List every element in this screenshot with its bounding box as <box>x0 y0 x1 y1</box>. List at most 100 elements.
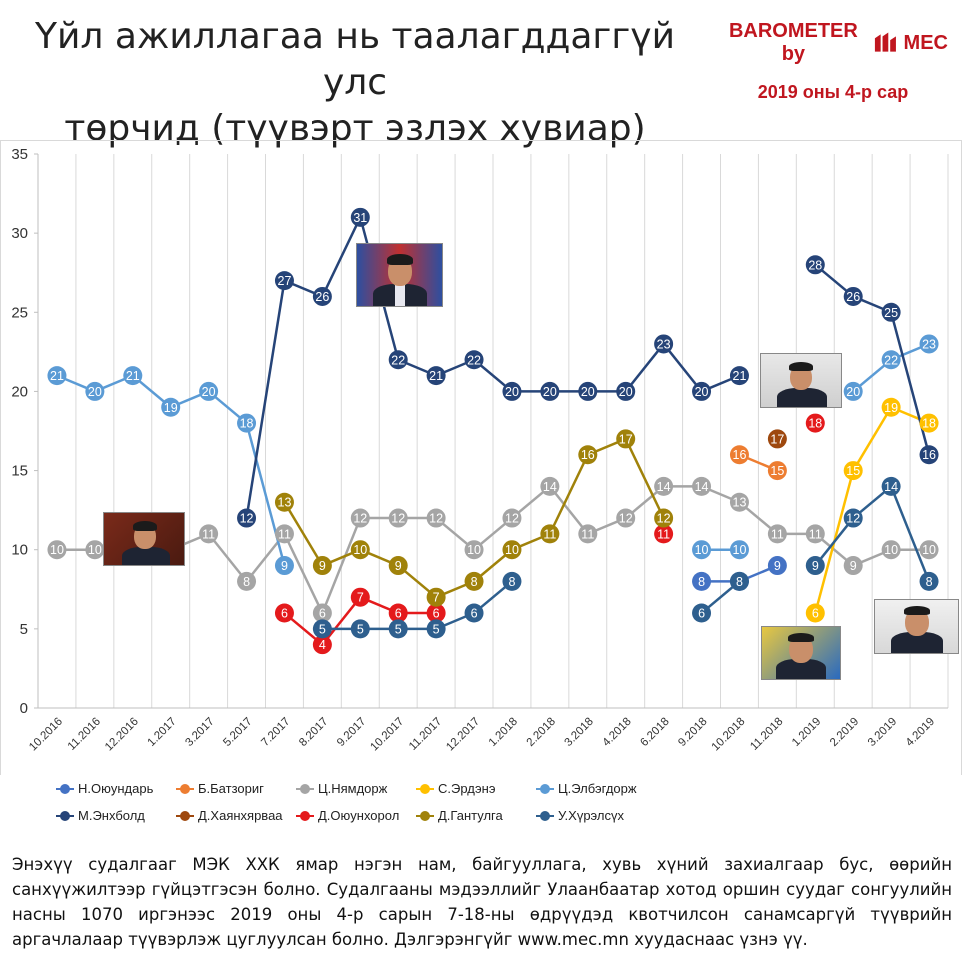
data-point-marker <box>502 508 522 528</box>
data-point: 14 <box>540 476 560 496</box>
data-point-marker <box>464 571 484 591</box>
data-point: 14 <box>654 476 674 496</box>
data-point: 11 <box>805 524 825 544</box>
data-point: 11 <box>274 524 294 544</box>
data-label: 6 <box>319 607 326 621</box>
data-point-marker <box>767 429 787 449</box>
data-point: 9 <box>805 556 825 576</box>
data-label: 12 <box>657 512 671 526</box>
data-point: 22 <box>464 350 484 370</box>
data-label: 9 <box>319 559 326 573</box>
data-point-marker <box>426 619 446 639</box>
data-point-marker <box>274 271 294 291</box>
data-label: 21 <box>126 369 140 383</box>
data-point: 6 <box>805 603 825 623</box>
series-line-segment <box>548 454 589 535</box>
data-point-marker <box>388 556 408 576</box>
data-label: 31 <box>353 211 367 225</box>
data-point: 6 <box>312 603 332 623</box>
data-label: 16 <box>922 448 936 462</box>
data-point: 20 <box>692 381 712 401</box>
data-point-marker <box>729 366 749 386</box>
data-point: 5 <box>426 619 446 639</box>
data-point-marker <box>919 413 939 433</box>
data-point: 19 <box>161 397 181 417</box>
data-label: 10 <box>733 543 747 557</box>
legend-label: Д.Хаянхярваа <box>198 808 283 823</box>
data-point-marker <box>805 524 825 544</box>
data-label: 8 <box>508 575 515 589</box>
series-line-segment <box>321 596 362 646</box>
data-label: 14 <box>695 480 709 494</box>
brand-block: BAROMETER by MEC 2019 оны 4-р сар <box>718 20 948 103</box>
data-point: 20 <box>85 381 105 401</box>
data-point: 12 <box>502 508 522 528</box>
brand-mark: MEC <box>903 31 948 54</box>
data-point-marker <box>616 508 636 528</box>
data-point-marker <box>388 619 408 639</box>
data-point: 21 <box>47 366 67 386</box>
data-point-marker <box>540 524 560 544</box>
data-point: 13 <box>274 492 294 512</box>
data-point-marker <box>767 524 787 544</box>
data-label: 8 <box>698 575 705 589</box>
data-label: 6 <box>433 607 440 621</box>
data-point-marker <box>274 556 294 576</box>
data-point: 12 <box>616 508 636 528</box>
data-point: 5 <box>312 619 332 639</box>
y-tick-label: 5 <box>20 621 28 638</box>
data-label: 17 <box>770 432 784 446</box>
data-point: 10 <box>502 540 522 560</box>
legend-item: Н.Оюундарь <box>56 781 153 796</box>
data-label: 11 <box>278 527 291 541</box>
legend-label: У.Хүрэлсүх <box>558 808 624 823</box>
data-point-marker <box>312 619 332 639</box>
data-label: 5 <box>433 622 440 636</box>
data-point: 7 <box>426 587 446 607</box>
data-point-marker <box>919 540 939 560</box>
data-label: 20 <box>619 385 633 399</box>
data-point-marker <box>388 508 408 528</box>
data-point-marker <box>502 540 522 560</box>
data-point-marker <box>388 603 408 623</box>
data-label: 12 <box>619 512 633 526</box>
data-point: 6 <box>274 603 294 623</box>
data-point-marker <box>464 540 484 560</box>
chart-title-line1: Үйл ажиллагаа нь таалагддаггүй улс <box>35 16 675 103</box>
data-label: 10 <box>467 543 481 557</box>
data-point: 22 <box>881 350 901 370</box>
data-point-marker <box>502 571 522 591</box>
data-point: 18 <box>805 413 825 433</box>
data-point: 16 <box>578 445 598 465</box>
data-point-marker <box>464 350 484 370</box>
data-point: 11 <box>540 524 560 544</box>
data-point: 7 <box>350 587 370 607</box>
data-label: 27 <box>278 274 292 288</box>
data-label: 19 <box>164 401 178 415</box>
data-point-marker <box>729 445 749 465</box>
x-tick-label: 3.2018 <box>563 716 596 749</box>
data-point: 16 <box>729 445 749 465</box>
data-label: 7 <box>433 591 440 605</box>
data-point-marker <box>540 476 560 496</box>
data-label: 28 <box>808 258 822 272</box>
data-point-marker <box>729 571 749 591</box>
x-tick-label: 11.2018 <box>748 716 785 753</box>
data-point-marker <box>805 603 825 623</box>
data-label: 11 <box>657 527 670 541</box>
methodology-note: Энэхүү судалгааг МЭК ХХК ямар нэгэн нам,… <box>12 855 952 949</box>
legend-swatch <box>536 810 554 821</box>
legend-label: Ц.Элбэгдорж <box>558 781 637 796</box>
data-point-marker <box>312 556 332 576</box>
legend-swatch <box>296 810 314 821</box>
data-label: 10 <box>353 543 367 557</box>
legend-item: У.Хүрэлсүх <box>536 808 624 823</box>
data-label: 11 <box>809 527 822 541</box>
data-label: 10 <box>922 543 936 557</box>
data-point: 12 <box>843 508 863 528</box>
data-point-marker <box>805 556 825 576</box>
legend-swatch <box>176 810 194 821</box>
data-point-marker <box>767 461 787 481</box>
data-point: 28 <box>805 255 825 275</box>
data-label: 8 <box>736 575 743 589</box>
